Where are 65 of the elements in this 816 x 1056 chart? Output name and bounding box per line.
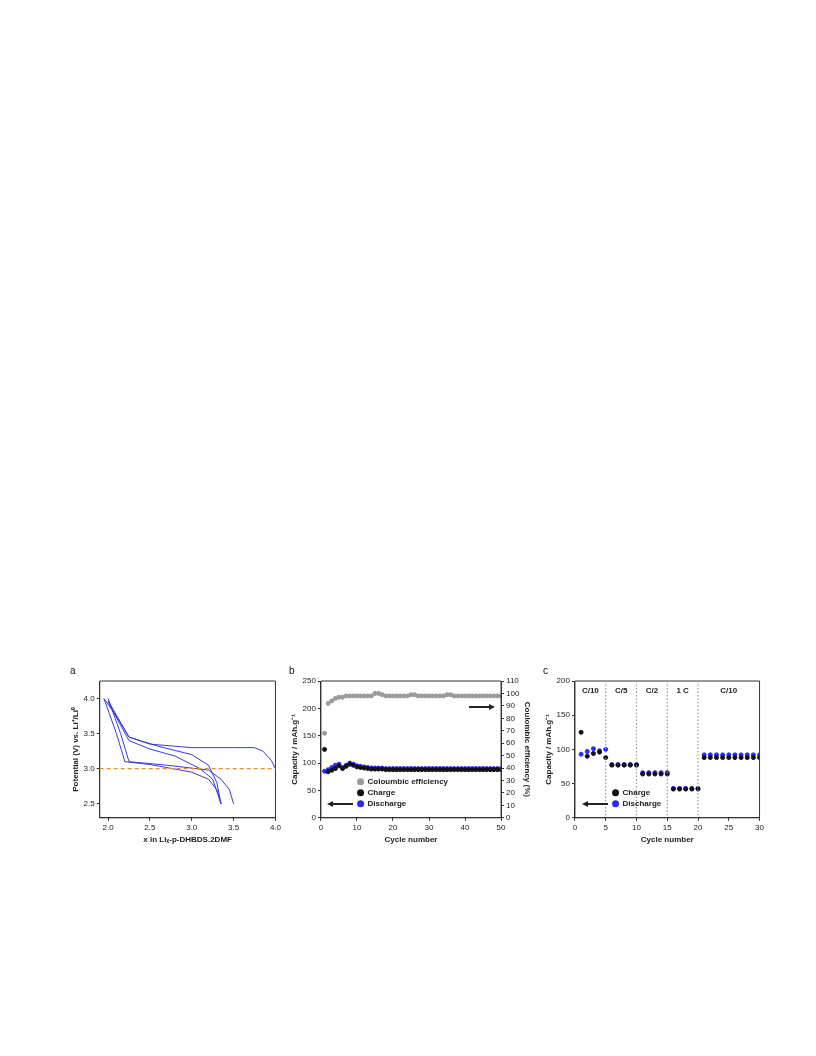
y2-tick-label: 30 <box>506 775 516 785</box>
x-tick-label: 5 <box>603 822 609 832</box>
x-tick-label: 0 <box>572 822 578 832</box>
x-tick-label: 40 <box>460 822 471 832</box>
annotation: C/2 <box>645 686 659 696</box>
y-tick-label: 2.5 <box>83 798 96 808</box>
y-tick-label: 50 <box>561 778 571 788</box>
y2-tick-label: 70 <box>506 725 516 735</box>
x-tick-label: 15 <box>662 822 673 832</box>
x-axis-title: Cycle number <box>384 835 438 845</box>
legend-label: Discharge <box>367 799 407 808</box>
y-axis-title: Potential (V) vs. Li⁺/Li⁰ <box>71 707 80 792</box>
y2-tick-label: 50 <box>506 750 516 760</box>
legend-label: Charge <box>367 788 396 797</box>
y-tick-label: 250 <box>302 676 317 686</box>
x-tick-label: 0 <box>318 822 324 832</box>
chart-title: a <box>70 664 76 676</box>
legend-label: Coloumbic efficiency <box>367 777 449 786</box>
y2-axis-title: Coulombic efficiency (%) <box>523 701 532 798</box>
y-tick-label: 3.0 <box>83 763 96 773</box>
y-axis-title: Capacity / mAh.g⁻¹ <box>290 713 299 785</box>
x-tick-label: 30 <box>755 822 765 832</box>
annotation: C/10 <box>581 686 600 696</box>
y-tick-label: 150 <box>302 730 317 740</box>
annotation: C/10 <box>720 686 738 696</box>
x-tick-label: 4.0 <box>269 822 282 832</box>
y-tick-label: 100 <box>556 744 571 754</box>
x-tick-label: 3.5 <box>228 822 240 832</box>
y2-tick-label: 20 <box>506 788 516 798</box>
annotation: C/5 <box>614 686 628 696</box>
y2-tick-label: 0 <box>506 813 512 822</box>
chart-title: c <box>543 664 548 676</box>
y2-tick-label: 40 <box>506 763 516 773</box>
x-tick-label: 30 <box>424 822 435 832</box>
x-axis-title: x in Liₓ-p-DHBDS.2DMF <box>143 835 233 845</box>
x-tick-label: 20 <box>388 822 398 832</box>
y-tick-label: 100 <box>302 758 317 768</box>
y-tick-label: 3.5 <box>83 728 96 738</box>
y2-tick-label: 10 <box>506 800 516 810</box>
x-tick-label: 25 <box>724 822 734 832</box>
x-tick-label: 3.0 <box>186 822 198 832</box>
y2-tick-label: 60 <box>506 738 516 748</box>
y-tick-label: 200 <box>302 703 317 713</box>
chart-title: b <box>289 664 295 676</box>
annotation: 1 C <box>676 686 690 696</box>
y-tick-label: 50 <box>307 785 317 795</box>
y-tick-label: 150 <box>556 710 571 720</box>
x-tick-label: 10 <box>352 822 362 832</box>
x-tick-label: 10 <box>632 822 642 832</box>
legend-label: Discharge <box>622 799 662 808</box>
y2-tick-label: 80 <box>506 713 516 723</box>
x-tick-label: 20 <box>693 822 704 832</box>
x-tick-label: 2.5 <box>144 822 157 832</box>
y-tick-label: 4.0 <box>83 693 96 703</box>
x-tick-label: 50 <box>496 822 507 832</box>
y-tick-label: 0 <box>311 813 317 822</box>
y2-tick-label: 100 <box>506 688 520 698</box>
x-axis-title: Cycle number <box>640 835 694 845</box>
x-tick-label: 2.0 <box>102 822 115 832</box>
y-tick-label: 200 <box>556 676 571 686</box>
y2-tick-label: 90 <box>506 701 516 711</box>
legend-label: Charge <box>622 788 651 797</box>
y-axis-title: Capacity / mAh.g⁻¹ <box>544 713 553 785</box>
y2-tick-label: 110 <box>506 676 520 686</box>
y-tick-label: 0 <box>565 813 571 822</box>
